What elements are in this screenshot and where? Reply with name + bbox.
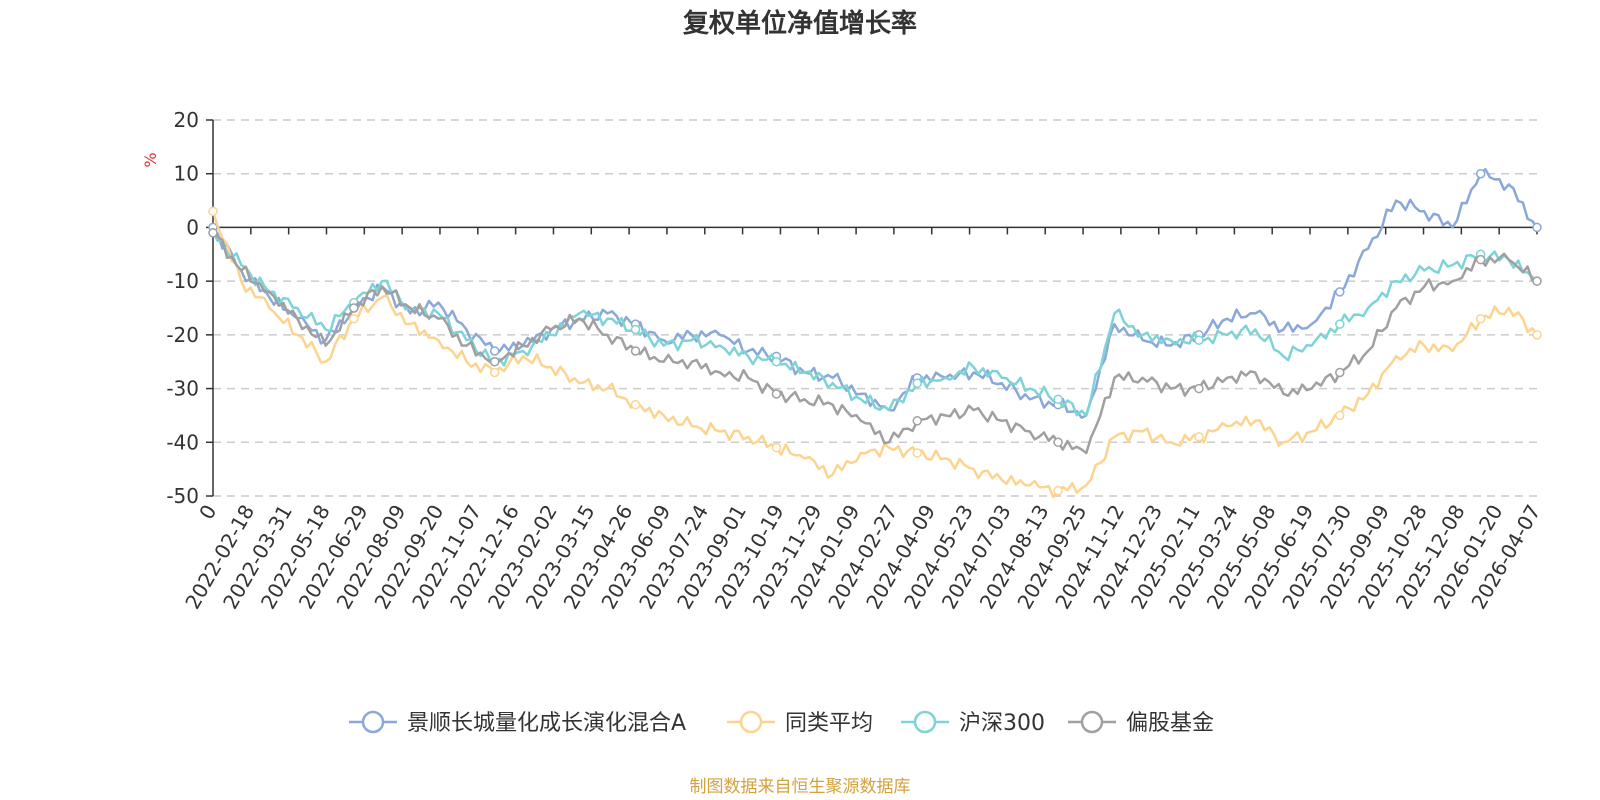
series-marker: [1194, 432, 1204, 442]
series-marker: [771, 442, 782, 453]
series-marker: [771, 389, 782, 399]
grid-layer: [213, 119, 1537, 497]
series-marker: [489, 356, 500, 367]
legend-label: 偏股基金: [1126, 711, 1214, 736]
x-tick-label: 0: [194, 501, 221, 524]
y-tick-label: 0: [186, 215, 199, 239]
legend-item[interactable]: 景顺长城量化成长演化混合A: [349, 710, 686, 736]
series-marker: [912, 448, 923, 458]
source-note: 制图数据来自恒生聚源数据库: [690, 777, 911, 797]
series-marker: [1532, 222, 1542, 233]
legend-label: 沪深300: [959, 711, 1045, 736]
y-tick-label: -50: [166, 484, 199, 508]
y-tick-label: -30: [166, 377, 199, 401]
series-layer: [208, 167, 1542, 499]
legend[interactable]: 景顺长城量化成长演化混合A 同类平均 沪深300 偏股基金: [349, 710, 1214, 736]
legend-label: 同类平均: [785, 711, 873, 736]
series-line: [211, 210, 1539, 499]
legend-marker-icon: [361, 710, 385, 734]
series-marker: [1335, 287, 1345, 297]
series-marker: [1053, 485, 1063, 496]
series-marker: [771, 356, 782, 367]
series-marker: [1475, 313, 1486, 324]
y-tick-label: -20: [166, 323, 199, 347]
series-marker: [1335, 367, 1345, 378]
series-marker: [1532, 276, 1542, 286]
series-marker: [1194, 335, 1204, 345]
series-marker: [489, 367, 500, 378]
legend-item[interactable]: 同类平均: [727, 710, 873, 736]
legend-item[interactable]: 偏股基金: [1068, 710, 1214, 736]
series-marker: [349, 313, 359, 324]
y-tick-label: -10: [166, 269, 199, 293]
y-tick-label: 10: [174, 162, 199, 186]
y-tick-label: -40: [166, 430, 199, 454]
axis-layer: 20100-10-20-30-40-5002022-02-182022-03-3…: [166, 108, 1545, 613]
series-marker: [630, 346, 641, 356]
series-marker: [208, 206, 218, 217]
series-marker: [630, 324, 641, 335]
series-line: [212, 231, 1538, 455]
series-marker: [1053, 437, 1063, 448]
legend-marker-icon: [913, 710, 937, 734]
series-line: [211, 232, 1538, 417]
chart-title: 复权单位净值增长率: [683, 8, 917, 39]
legend-label: 景顺长城量化成长演化混合A: [407, 711, 686, 736]
series-marker: [489, 346, 500, 356]
series-marker: [1335, 319, 1345, 329]
series-marker: [630, 399, 641, 410]
legend-item[interactable]: 沪深300: [901, 710, 1045, 736]
series-marker: [1053, 394, 1063, 405]
legend-marker-icon: [1080, 710, 1104, 734]
series-marker: [208, 228, 218, 238]
series-marker: [1335, 410, 1345, 421]
legend-marker-icon: [739, 710, 763, 734]
y-tick-label: 20: [174, 108, 199, 132]
y-axis-unit: %: [141, 152, 160, 167]
series-marker: [1532, 330, 1542, 340]
series-marker: [1194, 383, 1204, 394]
series-marker: [912, 416, 923, 426]
series-marker: [912, 378, 923, 388]
series-line: [211, 167, 1539, 419]
series-marker: [1475, 254, 1486, 265]
series-marker: [349, 303, 359, 313]
series-marker: [1475, 168, 1486, 179]
